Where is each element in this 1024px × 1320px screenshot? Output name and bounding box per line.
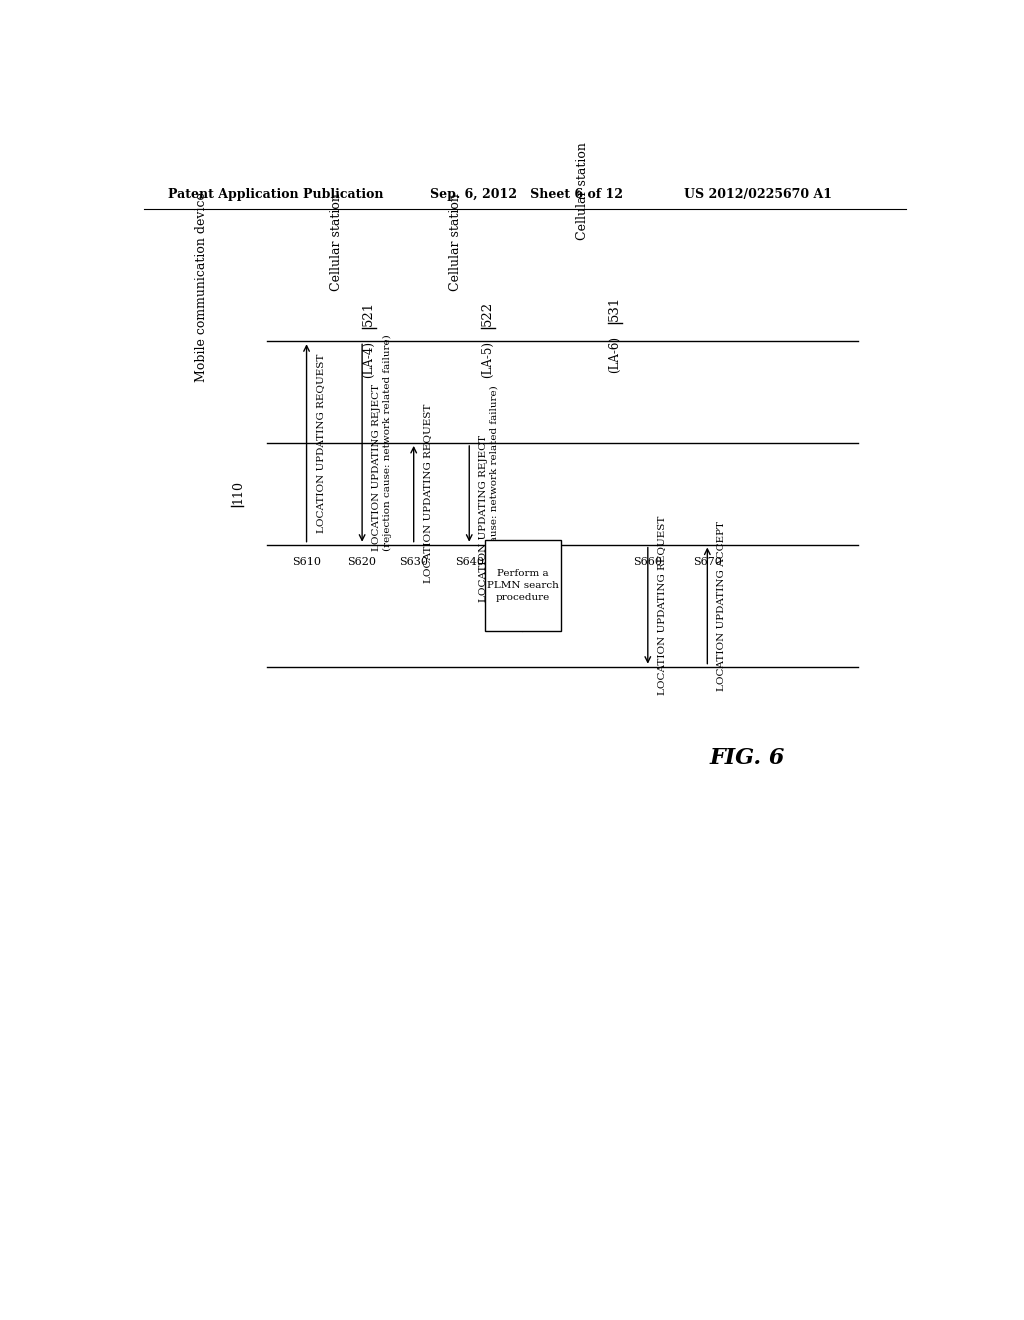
Text: FIG. 6: FIG. 6 xyxy=(710,747,784,770)
Text: S660: S660 xyxy=(633,557,663,566)
Text: 521: 521 xyxy=(362,301,375,326)
Text: S670: S670 xyxy=(693,557,722,566)
Text: Sep. 6, 2012   Sheet 6 of 12: Sep. 6, 2012 Sheet 6 of 12 xyxy=(430,189,623,202)
Text: 110: 110 xyxy=(231,480,244,504)
Text: Cellular station: Cellular station xyxy=(577,141,590,240)
Text: 531: 531 xyxy=(608,296,622,321)
Text: (LA-6): (LA-6) xyxy=(608,337,622,374)
Text: S640: S640 xyxy=(455,557,483,566)
Text: Mobile communication device: Mobile communication device xyxy=(196,193,209,381)
Text: LOCATION UPDATING ACCEPT: LOCATION UPDATING ACCEPT xyxy=(717,520,726,690)
Text: LOCATION UPDATING REQUEST: LOCATION UPDATING REQUEST xyxy=(423,404,432,583)
Text: S620: S620 xyxy=(347,557,377,566)
Bar xyxy=(485,540,560,631)
Text: S630: S630 xyxy=(399,557,428,566)
Text: S610: S610 xyxy=(292,557,322,566)
Text: Cellular station: Cellular station xyxy=(331,193,343,290)
Text: LOCATION UPDATING REJECT
(rejection cause: network related failure): LOCATION UPDATING REJECT (rejection caus… xyxy=(479,385,499,602)
Text: Patent Application Publication: Patent Application Publication xyxy=(168,189,383,202)
Text: LOCATION UPDATING REQUEST: LOCATION UPDATING REQUEST xyxy=(657,516,667,696)
Text: Perform a
PLMN search
procedure: Perform a PLMN search procedure xyxy=(486,569,559,602)
Text: S650: S650 xyxy=(508,557,537,566)
Text: LOCATION UPDATING REJECT
(rejection cause: network related failure): LOCATION UPDATING REJECT (rejection caus… xyxy=(372,334,392,552)
Text: LOCATION UPDATING REQUEST: LOCATION UPDATING REQUEST xyxy=(316,354,325,533)
Text: (LA-4): (LA-4) xyxy=(362,342,375,379)
Text: (LA-5): (LA-5) xyxy=(481,342,495,379)
Text: Cellular station: Cellular station xyxy=(450,193,463,290)
Text: US 2012/0225670 A1: US 2012/0225670 A1 xyxy=(684,189,831,202)
Text: 522: 522 xyxy=(481,301,495,326)
